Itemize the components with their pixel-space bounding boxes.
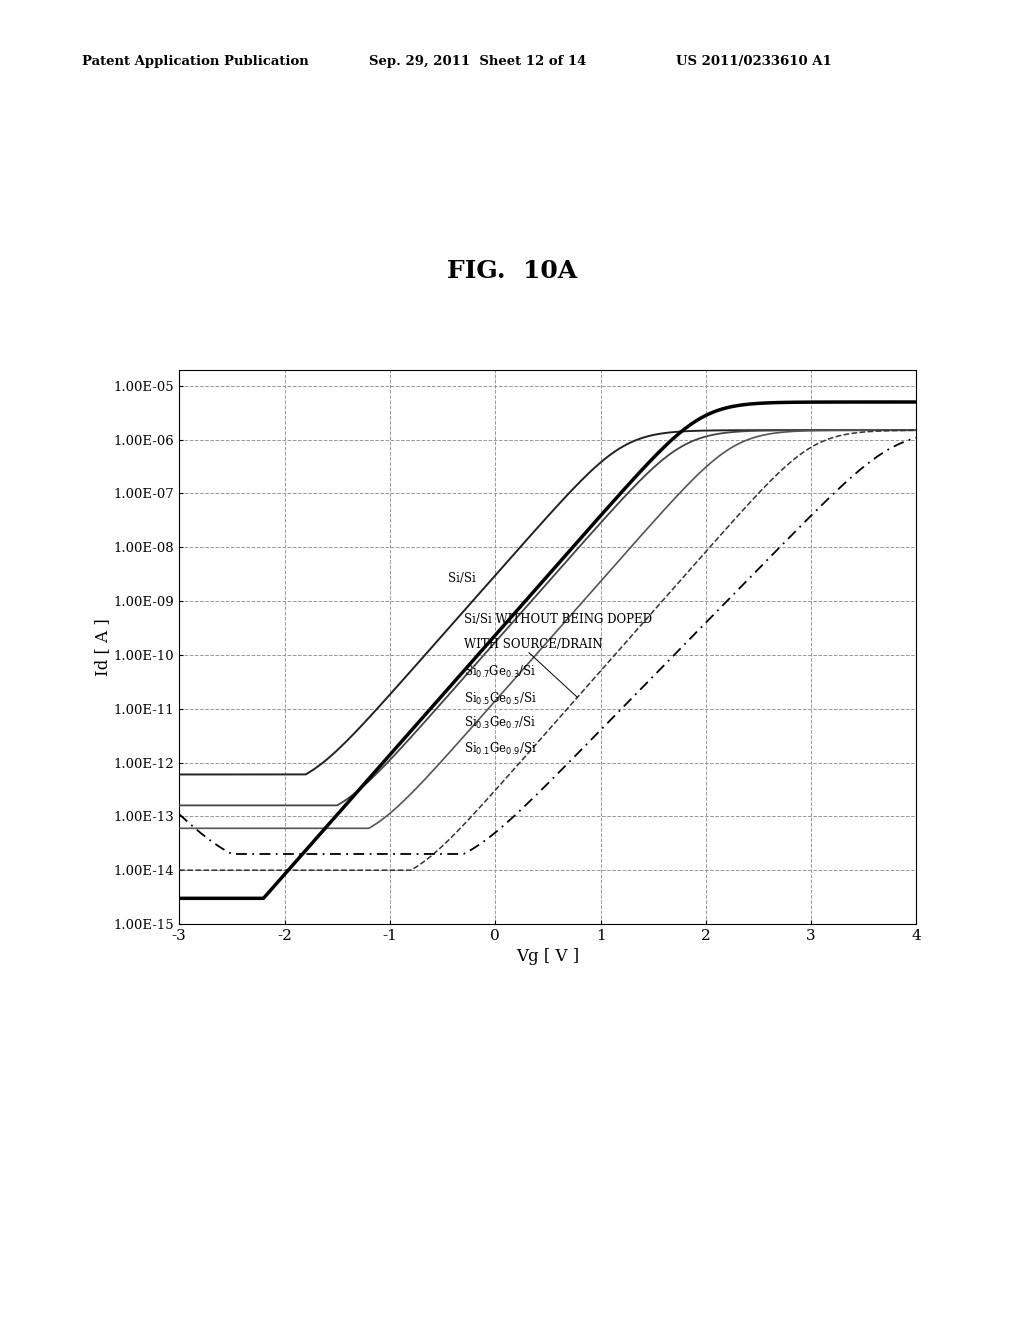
Y-axis label: Id [ A ]: Id [ A ]: [94, 618, 111, 676]
Text: Si$_{0.5}$Ge$_{0.5}$/Si: Si$_{0.5}$Ge$_{0.5}$/Si: [464, 690, 537, 706]
Text: WITH SOURCE/DRAIN: WITH SOURCE/DRAIN: [464, 638, 602, 651]
Text: Sep. 29, 2011  Sheet 12 of 14: Sep. 29, 2011 Sheet 12 of 14: [369, 55, 586, 69]
X-axis label: Vg [ V ]: Vg [ V ]: [516, 948, 580, 965]
Text: US 2011/0233610 A1: US 2011/0233610 A1: [676, 55, 831, 69]
Text: Si$_{0.1}$Ge$_{0.9}$/Si: Si$_{0.1}$Ge$_{0.9}$/Si: [464, 741, 537, 758]
Text: Patent Application Publication: Patent Application Publication: [82, 55, 308, 69]
Text: Si$_{0.7}$Ge$_{0.3}$/Si: Si$_{0.7}$Ge$_{0.3}$/Si: [464, 664, 536, 680]
Text: FIG.  10A: FIG. 10A: [446, 259, 578, 282]
Text: Si/Si: Si/Si: [447, 572, 475, 585]
Text: Si/Si WITHOUT BEING DOPED: Si/Si WITHOUT BEING DOPED: [464, 612, 651, 626]
Text: Si$_{0.3}$Ge$_{0.7}$/Si: Si$_{0.3}$Ge$_{0.7}$/Si: [464, 715, 536, 731]
